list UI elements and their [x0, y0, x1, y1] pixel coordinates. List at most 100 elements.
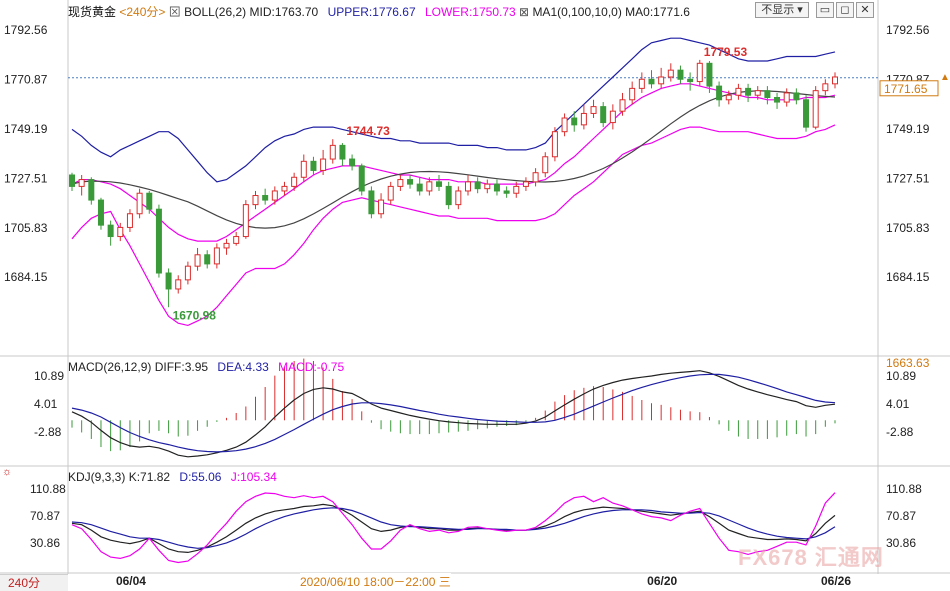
period-button[interactable]: 240分 [0, 574, 68, 591]
candle-body [522, 181, 529, 187]
candle-body [551, 131, 558, 158]
watermark-logo: FX678 汇通网 [738, 540, 884, 572]
y-tick-label-left: 1727.51 [4, 171, 48, 185]
candle-body [107, 224, 114, 238]
x-tick-label: 06/04 [116, 574, 146, 588]
chevron-down-icon: ▾ [794, 4, 803, 16]
kdj-k-line [71, 503, 836, 554]
candle-body [368, 190, 375, 215]
y-tick-label-right: 1705.83 [886, 221, 930, 235]
ma-label: MA1(0,100,10,0) [532, 5, 622, 19]
macd-dea: DEA:4.33 [217, 360, 269, 374]
ma-value: MA0:1771.6 [625, 5, 690, 19]
candle-body [590, 106, 597, 114]
kdj-header: KDJ(9,3,3) K:71.82 D:55.06 J:105.34 [68, 470, 277, 484]
close-button[interactable]: ✕ [856, 2, 874, 18]
display-dropdown[interactable]: 不显示 ▾ [755, 2, 809, 18]
macd-value: MACD:-0.75 [278, 360, 345, 374]
period-selector[interactable]: <240分> [119, 5, 166, 19]
candle-body [638, 78, 645, 89]
candle-body [310, 160, 317, 171]
candle-body [387, 185, 394, 201]
candle-body [165, 272, 172, 290]
candle-body [687, 78, 694, 83]
macd-tick-left: -2.88 [34, 425, 62, 439]
candle-body [629, 87, 636, 101]
macd-dea-line [71, 373, 836, 453]
macd-label: MACD(26,12,9) [68, 360, 152, 374]
boll-mid: MID:1763.70 [249, 5, 319, 19]
candle-body [764, 90, 771, 99]
y-tick-label-right: 1727.51 [886, 171, 930, 185]
candle-body [716, 85, 723, 101]
y-tick-label-right: 1749.19 [886, 122, 930, 136]
minimize-icon: ▭ [819, 4, 831, 16]
ma-line [71, 90, 836, 229]
kdj-tick-right: 30.86 [886, 536, 916, 550]
candle-body [291, 176, 298, 187]
candle-body [175, 279, 182, 290]
crosshair-time: 2020/06/10 18:00－22:00 三 [300, 573, 451, 590]
candle-body [146, 192, 153, 210]
candle-body [88, 179, 95, 201]
candle-body [252, 195, 259, 206]
restore-button[interactable]: ◻ [836, 2, 854, 18]
candle-body [358, 165, 365, 192]
boll-lower-line [71, 124, 836, 327]
candle-body [658, 76, 665, 85]
last-price-box [879, 80, 939, 97]
candle-body [696, 62, 703, 83]
watermark-text: FX678 汇通网 [738, 545, 884, 570]
kdj-d: D:55.06 [179, 470, 222, 484]
candle-body [542, 156, 549, 174]
boll-upper-line [71, 37, 836, 183]
last-price-label: 1771.65 [884, 82, 928, 96]
macd-header: MACD(26,12,9) DIFF:3.95 DEA:4.33 MACD:-0… [68, 360, 344, 374]
indicator-box-icon: ⊠ [519, 5, 530, 19]
candle-body [783, 92, 790, 103]
y-tick-label-left: 1792.56 [4, 23, 48, 37]
macd-diff: DIFF:3.95 [154, 360, 209, 374]
candle-body [609, 110, 616, 124]
candle-body [822, 83, 829, 92]
candle-body [677, 69, 684, 80]
kdj-j: J:105.34 [230, 470, 277, 484]
candle-body [233, 236, 240, 244]
macd-diff-line [71, 370, 836, 458]
y-tick-label-left: 1749.19 [4, 122, 48, 136]
settings-gear-icon[interactable]: ☼ [2, 466, 13, 478]
minimize-button[interactable]: ▭ [816, 2, 834, 18]
y-tick-label-right: 1792.56 [886, 23, 930, 37]
price-annotation: 1779.53 [704, 45, 748, 59]
kdj-label: KDJ(9,3,3) [68, 470, 126, 484]
candle-body [397, 179, 404, 187]
main-header: 现货黄金 <240分> ⊠ BOLL(26,2) MID:1763.70 UPP… [68, 3, 690, 20]
indicator-box-icon: ⊠ [168, 5, 181, 19]
candle-body [426, 181, 433, 192]
boll-mid-line [71, 83, 836, 242]
candle-body [571, 117, 578, 126]
candle-body [407, 179, 414, 185]
last-price-arrow-icon: ▲ [940, 72, 950, 83]
candle-body [78, 179, 85, 187]
macd-tick-left: 4.01 [34, 397, 58, 411]
candle-body [329, 144, 336, 160]
macd-tick-right: -2.88 [886, 425, 914, 439]
candle-body [561, 117, 568, 133]
close-icon: ✕ [860, 4, 870, 16]
candle-body [474, 181, 481, 190]
candle-body [223, 242, 230, 249]
boll-lower: LOWER:1750.73 [424, 5, 516, 19]
boll-upper: UPPER:1776.67 [327, 5, 416, 19]
candle-body [745, 87, 752, 96]
candle-body [97, 199, 104, 226]
candle-body [271, 190, 278, 201]
candle-body [793, 92, 800, 101]
candle-body [580, 112, 587, 126]
candle-body [513, 185, 520, 194]
candle-body [117, 226, 124, 238]
candle-body [126, 213, 133, 228]
x-tick-label: 06/20 [647, 574, 677, 588]
lower-bound-label: 1663.63 [886, 356, 930, 370]
